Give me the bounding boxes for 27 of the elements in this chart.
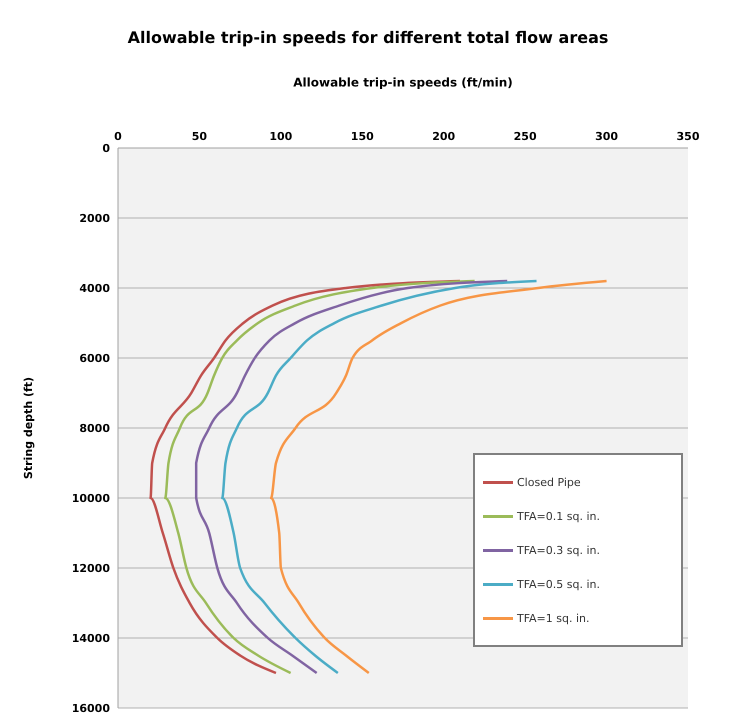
x-tick-label: 300 [595,130,618,143]
legend-label: TFA=0.1 sq. in. [517,510,600,522]
x-tick-label: 50 [192,130,208,143]
legend-label: Closed Pipe [517,476,581,488]
legend-label: TFA=0.5 sq. in. [517,578,600,590]
y-tick-label: 4000 [79,282,110,295]
y-tick-label: 8000 [79,422,110,435]
y-tick-label: 6000 [79,352,110,365]
y-tick-label: 12000 [72,562,110,575]
x-tick-label: 250 [514,130,537,143]
y-axis-title: String depth (ft) [22,376,35,480]
y-tick-label: 10000 [72,492,110,505]
legend-label: TFA=0.3 sq. in. [517,544,600,556]
y-tick-label: 16000 [72,702,110,715]
y-tick-label: 0 [102,142,110,155]
y-tick-label: 2000 [79,212,110,225]
x-tick-label: 350 [676,130,700,143]
x-tick-label: 200 [432,130,456,143]
x-tick-label: 150 [350,130,374,143]
x-axis-title: Allowable trip-in speeds (ft/min) [293,76,513,90]
chart-title: Allowable trip-in speeds for different total flow areas [126,28,610,47]
line-series [270,280,608,674]
line-series [194,280,508,674]
legend-label: TFA=1 sq. in. [517,612,590,624]
x-tick-label: 100 [269,130,293,143]
x-tick-label: 0 [114,130,122,143]
y-tick-label: 14000 [72,632,110,645]
